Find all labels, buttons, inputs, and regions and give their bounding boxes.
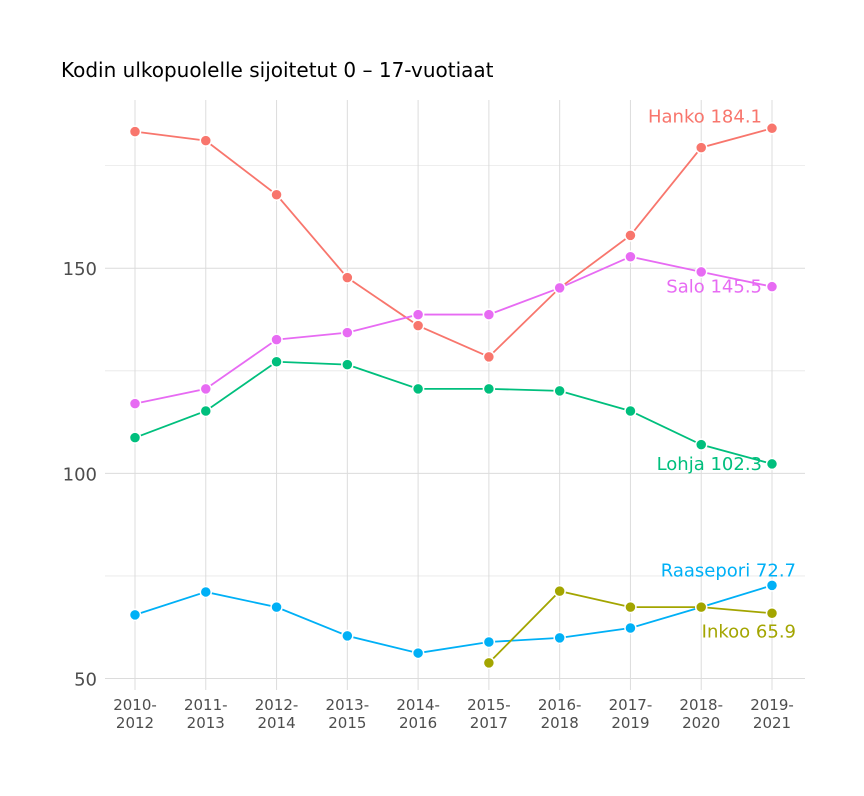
series-line-salo	[134, 255, 773, 405]
series-label-inkoo: Inkoo 65.9	[702, 621, 796, 642]
data-point-salo	[341, 326, 354, 339]
data-point-salo	[128, 397, 142, 410]
data-point-lohja	[694, 438, 708, 451]
x-tick-label: 2012-2014	[255, 696, 299, 732]
series-line-hanko	[134, 127, 773, 358]
data-point-hanko	[199, 134, 213, 147]
data-point-lohja	[128, 431, 142, 444]
x-tick-label: 2019-2021	[750, 696, 794, 732]
data-point-lohja	[765, 457, 779, 471]
series-label-salo: Salo 145.5	[666, 277, 762, 298]
y-tick-label: 150	[63, 259, 97, 280]
data-point-hanko	[624, 229, 637, 242]
data-point-raasepori	[199, 585, 213, 599]
data-point-inkoo	[765, 607, 779, 620]
x-tick-label: 2010-2012	[113, 696, 157, 732]
data-point-inkoo	[624, 600, 637, 614]
data-point-hanko	[341, 271, 354, 284]
data-point-raasepori	[624, 621, 637, 635]
data-point-hanko	[270, 188, 283, 202]
data-point-salo	[199, 382, 213, 396]
data-point-raasepori	[411, 646, 425, 660]
chart-title: Kodin ulkopuolelle sijoitetut 0 – 17-vuo…	[61, 58, 494, 82]
x-tick-label: 2015-2017	[467, 696, 511, 732]
data-point-lohja	[270, 355, 283, 369]
x-tick-label: 2011-2013	[184, 696, 228, 732]
series-label-raasepori: Raasepori 72.7	[661, 560, 796, 581]
data-point-lohja	[411, 382, 425, 396]
x-tick-label: 2017-2019	[609, 696, 653, 732]
data-point-raasepori	[765, 579, 779, 592]
data-point-inkoo	[482, 656, 496, 670]
x-tick-label: 2016-2018	[538, 696, 582, 732]
data-point-raasepori	[553, 631, 566, 645]
data-point-hanko	[482, 350, 496, 364]
x-tick-label: 2014-2016	[396, 696, 440, 732]
data-point-inkoo	[694, 600, 708, 614]
data-point-salo	[270, 333, 283, 346]
x-tick-label: 2018-2020	[679, 696, 723, 732]
series-line-lohja	[134, 360, 773, 465]
data-point-inkoo	[553, 584, 566, 598]
data-point-lohja	[199, 404, 213, 418]
data-point-lohja	[553, 384, 566, 398]
series-line-raasepori	[134, 584, 773, 654]
series-label-hanko: Hanko 184.1	[648, 106, 762, 127]
data-point-raasepori	[341, 629, 354, 643]
y-tick-label: 50	[74, 670, 97, 691]
y-tick-label: 100	[63, 464, 97, 485]
series-label-lohja: Lohja 102.3	[657, 454, 762, 475]
data-point-lohja	[341, 358, 354, 371]
data-point-salo	[553, 281, 566, 295]
x-tick-label: 2013-2015	[326, 696, 370, 732]
data-point-raasepori	[270, 600, 283, 614]
data-point-hanko	[128, 125, 142, 138]
data-point-salo	[482, 308, 496, 321]
data-point-salo	[694, 265, 708, 279]
data-point-raasepori	[128, 608, 142, 622]
data-point-lohja	[624, 404, 637, 418]
data-point-hanko	[411, 319, 425, 332]
data-point-raasepori	[482, 635, 496, 649]
data-point-salo	[765, 280, 779, 293]
data-point-salo	[411, 308, 425, 321]
data-point-hanko	[765, 122, 779, 135]
data-point-salo	[624, 250, 637, 263]
data-point-hanko	[694, 141, 708, 154]
data-point-lohja	[482, 382, 496, 396]
